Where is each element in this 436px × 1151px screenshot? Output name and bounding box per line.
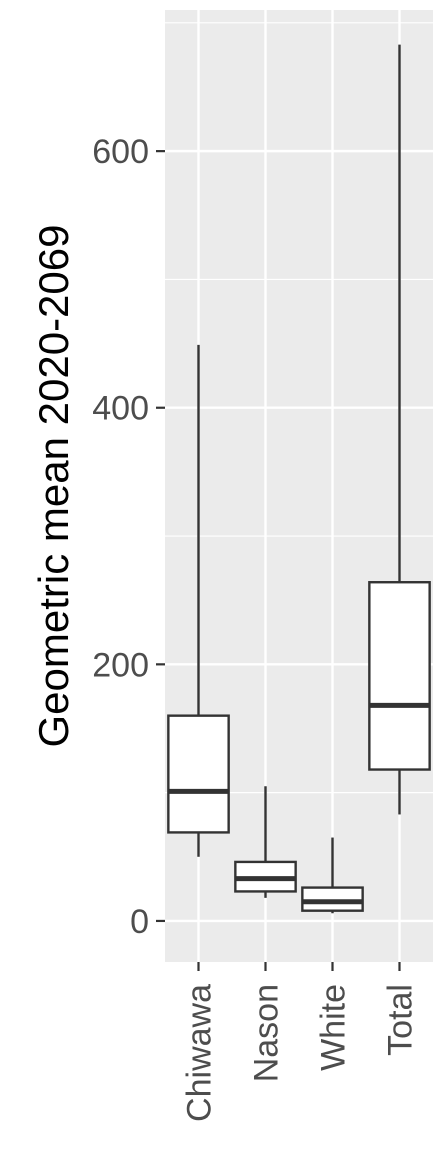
x-category-label: White	[315, 984, 353, 1071]
box-iqr	[301, 886, 364, 912]
y-tick-label: 0	[130, 903, 149, 941]
x-category-label: Total	[382, 984, 420, 1056]
y-tick-label: 600	[92, 133, 149, 171]
x-category-label: Nason	[248, 984, 286, 1082]
box-iqr	[167, 714, 230, 834]
box-total	[368, 44, 431, 815]
box-layer	[167, 44, 431, 914]
box-iqr	[368, 581, 431, 771]
box-chiwawa	[167, 344, 230, 857]
y-tick-label: 200	[92, 646, 149, 684]
y-tick-label: 400	[92, 390, 149, 428]
box-nason	[234, 786, 297, 898]
y-axis-title: Geometric mean 2020-2069	[30, 225, 77, 748]
box-white	[301, 837, 364, 914]
axis-layer: 0 200 400 600 Chiwawa Nason White Total	[92, 133, 419, 1122]
x-category-label: Chiwawa	[181, 984, 219, 1122]
